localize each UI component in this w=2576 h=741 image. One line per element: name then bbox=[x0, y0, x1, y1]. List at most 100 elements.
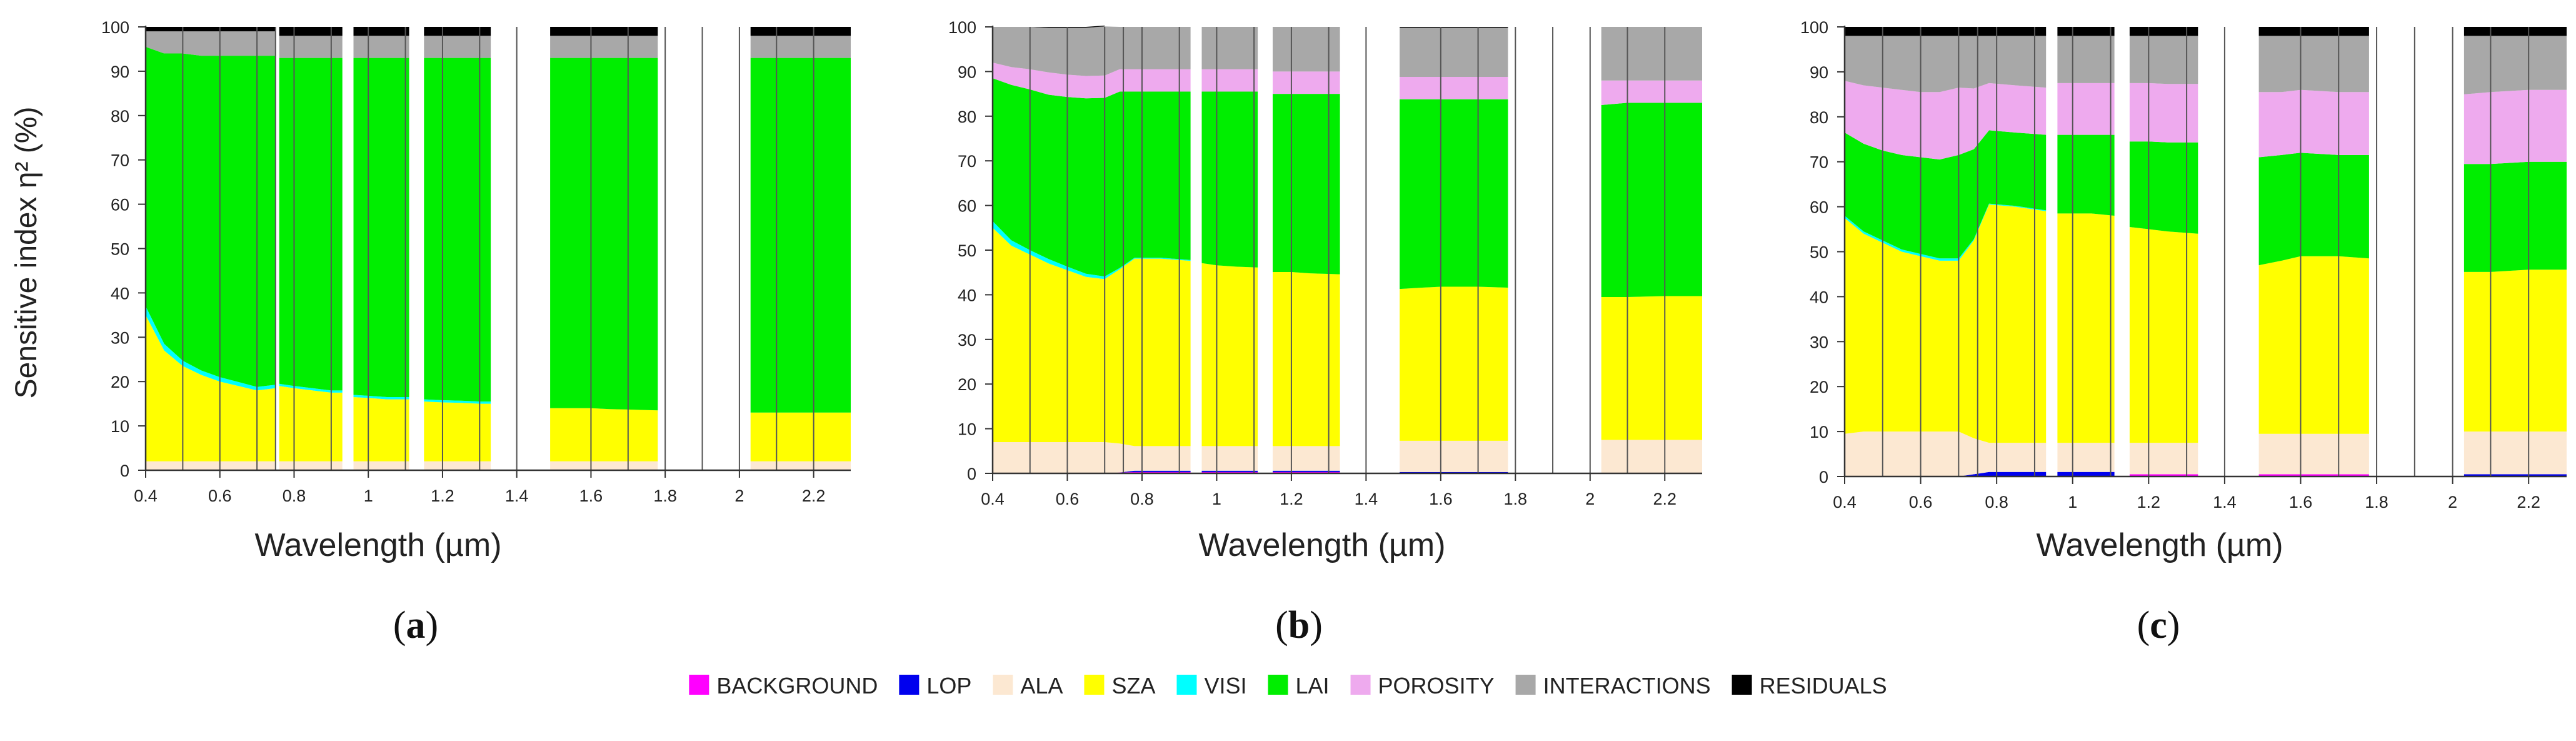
panel-b-y-tick-label: 30 bbox=[958, 331, 976, 350]
panel-b-x-tick-label: 1.6 bbox=[1429, 490, 1453, 508]
panel-a-area-ala-seg-4 bbox=[424, 461, 491, 470]
panel-a-area-residuals-seg-4 bbox=[424, 27, 491, 36]
panel-a-area-residuals-seg-3 bbox=[353, 27, 409, 36]
panel-b-area-lai-seg-2 bbox=[1105, 91, 1191, 277]
panel-a-area-sza-seg-1 bbox=[146, 315, 276, 461]
panel-c-area-residuals-seg-3 bbox=[2057, 27, 2115, 36]
panel-c-x-tick-label: 0.6 bbox=[1909, 493, 1933, 512]
panel-b-x-tick-label: 1.4 bbox=[1355, 490, 1378, 508]
panel-c-area-lai-seg-5 bbox=[2258, 153, 2369, 266]
panel-c-y-tick-label: 90 bbox=[1810, 63, 1828, 82]
panel-a-x-tick-label: 1.4 bbox=[505, 486, 529, 505]
panel-a-y-tick-label: 0 bbox=[120, 461, 129, 480]
legend-label-interactions: INTERACTIONS bbox=[1543, 673, 1711, 698]
panel-b-x-tick-label: 0.6 bbox=[1056, 490, 1080, 508]
panel-c-x-tick-label: 2 bbox=[2448, 493, 2457, 512]
panel-b-area-residuals-seg-1 bbox=[993, 25, 1105, 28]
panel-c-y-tick-label: 80 bbox=[1810, 108, 1828, 127]
panel-b-area-interactions-seg-4 bbox=[1273, 27, 1340, 72]
panel-a-y-tick-label: 80 bbox=[111, 107, 129, 126]
panel-a-area-residuals-seg-5 bbox=[550, 27, 658, 36]
panel-c-x-tick-label: 1.2 bbox=[2137, 493, 2161, 512]
panel-a-x-tick-label: 1 bbox=[364, 486, 373, 505]
panel-c-x-tick-label: 1.6 bbox=[2289, 493, 2313, 512]
legend: BACKGROUND LOP ALA SZA VISI LAI POROSITY INTERA… bbox=[689, 673, 1887, 698]
panel-c-area-interactions-seg-4 bbox=[2129, 36, 2198, 84]
panel-a-area-ala-seg-2 bbox=[279, 461, 343, 470]
panel-b-y-tick-label: 90 bbox=[958, 63, 976, 81]
panel-a-area-lai-seg-4 bbox=[424, 58, 491, 402]
panel-a-area-visi-seg-2 bbox=[279, 383, 343, 393]
panel-a-area-ala-seg-6 bbox=[750, 461, 851, 470]
panel-b-y-tick-label: 60 bbox=[958, 197, 976, 216]
panel-c-area-sza-seg-5 bbox=[2258, 256, 2369, 434]
panel-c-area-ala-seg-3 bbox=[2057, 443, 2115, 472]
panel-a-area-interactions-seg-6 bbox=[750, 36, 851, 58]
panel-b-y-tick-label: 80 bbox=[958, 108, 976, 126]
panel-c-area-porosity-seg-6 bbox=[2463, 89, 2567, 164]
legend-swatch-background bbox=[689, 675, 709, 695]
panel-b-label: (b) bbox=[1275, 604, 1323, 647]
panel-c-area-sza-seg-3 bbox=[2057, 213, 2115, 443]
panel-c-area-lai-seg-3 bbox=[2057, 134, 2115, 216]
panel-c-area-residuals-seg-2 bbox=[1958, 27, 2047, 36]
panel-c-area-interactions-seg-5 bbox=[2258, 36, 2369, 93]
panel-a-x-tick-label: 0.8 bbox=[283, 486, 306, 505]
panel-c-chart: 0 10 20 30 40 50 60 70 80 90 100 0.4 0.6 0.8 1 1.2 1.4 1.… bbox=[1800, 18, 2567, 647]
panel-b-area-lop-seg-2 bbox=[1105, 470, 1191, 473]
panel-c-area-residuals-seg-1 bbox=[1845, 27, 1959, 36]
panel-b-area-ala-seg-2 bbox=[1105, 442, 1191, 473]
panel-a-x-tick-label: 0.4 bbox=[134, 486, 158, 505]
panel-b-area-interactions-seg-3 bbox=[1201, 27, 1258, 69]
panel-b-x-tick-label: 2 bbox=[1585, 490, 1595, 508]
panel-c-label-letter: c bbox=[2150, 604, 2167, 647]
panel-c-area-residuals-seg-6 bbox=[2463, 27, 2567, 36]
panel-a-area-visi-seg-3 bbox=[353, 395, 409, 400]
panel-a-area-ala-seg-3 bbox=[353, 461, 409, 470]
panel-c-area-lop-seg-2 bbox=[1958, 471, 2047, 476]
panel-b-area-visi-seg-2 bbox=[1105, 258, 1191, 280]
panel-c-area-ala-seg-6 bbox=[2463, 431, 2567, 475]
panel-b-area-porosity-seg-4 bbox=[1273, 71, 1340, 94]
legend-label-lop: LOP bbox=[926, 673, 971, 698]
panel-b-x-tick-label: 0.8 bbox=[1130, 490, 1154, 508]
legend-label-visi: VISI bbox=[1204, 673, 1246, 698]
panel-c-area-interactions-seg-3 bbox=[2057, 36, 2115, 83]
panel-a-area-lai-seg-3 bbox=[353, 58, 409, 398]
panel-b-area-lop-seg-3 bbox=[1201, 470, 1258, 472]
panel-c-area-visi-seg-2 bbox=[1958, 203, 2047, 261]
panel-b-area-interactions-seg-6 bbox=[1601, 27, 1702, 81]
panel-b-area-ala-seg-3 bbox=[1201, 446, 1258, 471]
panel-c-area-lai-seg-2 bbox=[1958, 130, 2047, 259]
panel-c-area-porosity-seg-1 bbox=[1845, 81, 1959, 160]
panel-b-area-sza-seg-6 bbox=[1601, 296, 1702, 440]
panel-b-x-tick-label: 1.8 bbox=[1504, 490, 1528, 508]
panel-c-x-tick-label: 0.4 bbox=[1833, 493, 1857, 512]
panel-c-area-lai-seg-6 bbox=[2463, 161, 2567, 272]
legend-swatch-porosity bbox=[1350, 675, 1371, 695]
panel-a-label: (a) bbox=[393, 604, 438, 647]
panel-a-y-tick-label: 60 bbox=[111, 196, 129, 214]
panel-a-x-tick-label: 1.8 bbox=[653, 486, 677, 505]
panel-b-area-lop-seg-4 bbox=[1273, 470, 1340, 472]
panel-a-x-tick-label: 1.2 bbox=[431, 486, 454, 505]
panel-c-area-sza-seg-2 bbox=[1958, 204, 2047, 443]
panel-b-area-porosity-seg-2 bbox=[1105, 69, 1191, 98]
panel-c-area-sza-seg-4 bbox=[2129, 227, 2198, 443]
panel-c-y-tick-label: 70 bbox=[1810, 153, 1828, 172]
panel-a-area-lai-seg-6 bbox=[750, 58, 851, 413]
panel-a-area-ala-seg-5 bbox=[550, 461, 658, 470]
panel-c-y-tick-label: 10 bbox=[1810, 423, 1828, 441]
panel-b-area-sza-seg-4 bbox=[1273, 272, 1340, 446]
legend-swatch-residuals bbox=[1732, 675, 1752, 695]
panel-b-area-ala-seg-1 bbox=[993, 442, 1105, 473]
panel-a-area-sza-seg-4 bbox=[424, 401, 491, 461]
panel-b-y-tick-label: 10 bbox=[958, 420, 976, 439]
panel-b-y-tick-label: 100 bbox=[948, 18, 976, 37]
legend-swatch-visi bbox=[1176, 675, 1197, 695]
panel-c-y-tick-label: 30 bbox=[1810, 333, 1828, 351]
panel-c-area-ala-seg-2 bbox=[1958, 431, 2047, 476]
panel-b-area-ala-seg-5 bbox=[1400, 440, 1508, 472]
panel-c-area-interactions-seg-6 bbox=[2463, 36, 2567, 94]
